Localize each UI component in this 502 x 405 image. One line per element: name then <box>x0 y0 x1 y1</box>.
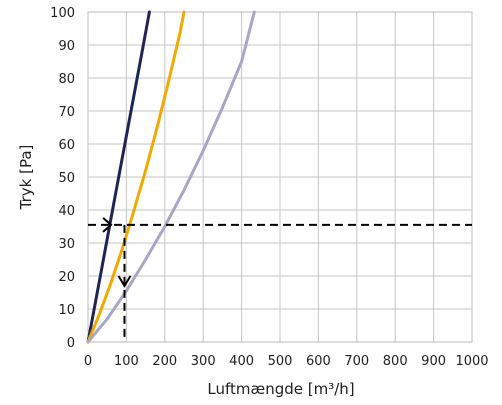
y-tick-labels: 0 10 20 30 40 50 60 70 80 90 100 <box>50 6 75 351</box>
y-tick-label: 0 <box>67 336 75 351</box>
x-tick-label: 1000 <box>455 354 488 369</box>
x-tick-label: 0 <box>84 354 92 369</box>
y-tick-label: 80 <box>58 72 75 87</box>
x-axis-title: Luftmængde [m³/h] <box>207 380 354 398</box>
grid <box>87 11 473 343</box>
down-arrow-icon <box>117 275 132 288</box>
x-tick-label: 500 <box>268 354 293 369</box>
y-tick-label: 60 <box>58 138 75 153</box>
x-tick-label: 900 <box>421 354 446 369</box>
y-axis-title: Tryk [Pa] <box>17 145 35 211</box>
right-arrow-icon <box>102 217 113 233</box>
y-tick-label: 50 <box>58 171 75 186</box>
x-tick-label: 300 <box>191 354 216 369</box>
x-tick-labels: 0 100 200 300 400 500 600 700 800 900 1000 <box>84 354 489 369</box>
x-tick-label: 200 <box>152 354 177 369</box>
y-tick-label: 10 <box>58 303 75 318</box>
x-tick-label: 700 <box>344 354 369 369</box>
reference-lines <box>88 217 472 342</box>
series-lines <box>86 10 256 344</box>
x-tick-label: 400 <box>229 354 254 369</box>
y-tick-label: 70 <box>58 105 75 120</box>
y-tick-label: 90 <box>58 39 75 54</box>
x-tick-label: 100 <box>114 354 139 369</box>
y-tick-label: 30 <box>58 237 75 252</box>
y-tick-label: 40 <box>58 204 75 219</box>
series-line-2 <box>86 10 186 344</box>
plot-frame <box>87 11 473 343</box>
series-line-3 <box>86 10 256 344</box>
x-tick-label: 800 <box>383 354 408 369</box>
y-tick-label: 20 <box>58 270 75 285</box>
y-tick-label: 100 <box>50 6 75 21</box>
series-line-1 <box>86 10 151 344</box>
x-tick-label: 600 <box>306 354 331 369</box>
